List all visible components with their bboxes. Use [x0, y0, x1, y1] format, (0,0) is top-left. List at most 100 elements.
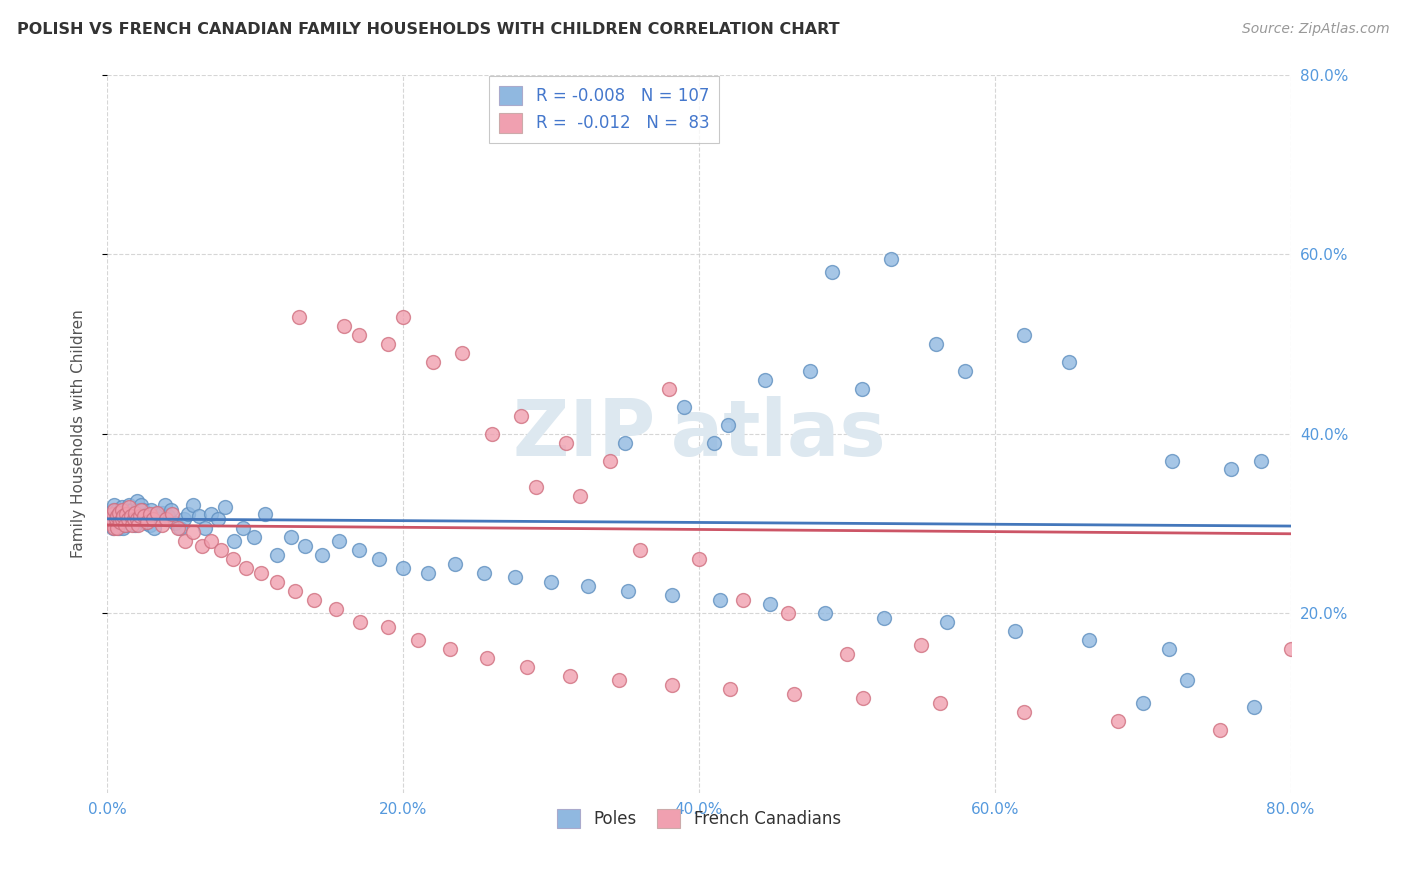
Point	[107, 509, 129, 524]
Point	[143, 521, 166, 535]
Point	[924, 336, 946, 351]
Point	[821, 265, 844, 279]
Point	[142, 512, 165, 526]
Point	[1208, 723, 1230, 737]
Point	[132, 509, 155, 524]
Point	[209, 543, 232, 558]
Point	[118, 499, 141, 513]
Point	[103, 521, 125, 535]
Point	[754, 373, 776, 387]
Point	[136, 515, 159, 529]
Point	[194, 521, 217, 535]
Point	[242, 530, 264, 544]
Point	[120, 509, 142, 524]
Text: Source: ZipAtlas.com: Source: ZipAtlas.com	[1241, 22, 1389, 37]
Point	[311, 548, 333, 562]
Point	[148, 512, 170, 526]
Point	[125, 494, 148, 508]
Point	[122, 512, 145, 526]
Point	[1107, 714, 1129, 728]
Point	[1078, 633, 1101, 648]
Point	[150, 518, 173, 533]
Point	[115, 508, 138, 522]
Point	[377, 619, 399, 633]
Point	[776, 606, 799, 620]
Point	[159, 503, 181, 517]
Point	[759, 597, 782, 611]
Point	[443, 557, 465, 571]
Point	[1250, 453, 1272, 467]
Point	[266, 548, 288, 562]
Point	[873, 610, 896, 624]
Point	[929, 696, 952, 710]
Point	[146, 506, 169, 520]
Point	[910, 638, 932, 652]
Point	[104, 518, 127, 533]
Point	[129, 503, 152, 517]
Point	[98, 516, 121, 531]
Point	[138, 512, 160, 526]
Point	[112, 509, 135, 524]
Point	[104, 508, 127, 522]
Point	[1014, 327, 1036, 342]
Point	[127, 512, 149, 526]
Legend: Poles, French Canadians: Poles, French Canadians	[550, 802, 848, 835]
Point	[114, 515, 136, 529]
Point	[451, 346, 474, 360]
Point	[524, 480, 547, 494]
Point	[128, 508, 150, 522]
Point	[288, 310, 311, 324]
Point	[139, 518, 162, 533]
Point	[481, 426, 503, 441]
Point	[160, 508, 183, 522]
Point	[673, 400, 696, 414]
Point	[250, 566, 273, 580]
Point	[114, 518, 136, 533]
Point	[121, 518, 143, 533]
Point	[107, 521, 129, 535]
Point	[169, 521, 191, 535]
Point	[254, 508, 277, 522]
Point	[124, 506, 146, 520]
Point	[187, 509, 209, 524]
Point	[835, 647, 858, 661]
Point	[200, 534, 222, 549]
Point	[347, 543, 370, 558]
Text: POLISH VS FRENCH CANADIAN FAMILY HOUSEHOLDS WITH CHILDREN CORRELATION CHART: POLISH VS FRENCH CANADIAN FAMILY HOUSEHO…	[17, 22, 839, 37]
Point	[141, 503, 163, 517]
Point	[127, 518, 149, 533]
Point	[953, 364, 976, 378]
Point	[117, 503, 139, 517]
Point	[554, 435, 576, 450]
Point	[139, 508, 162, 522]
Point	[107, 512, 129, 526]
Point	[266, 574, 288, 589]
Point	[111, 512, 134, 526]
Point	[111, 503, 134, 517]
Point	[328, 534, 350, 549]
Point	[120, 512, 142, 526]
Point	[107, 503, 129, 517]
Point	[167, 521, 190, 535]
Point	[782, 687, 804, 701]
Point	[121, 503, 143, 517]
Point	[661, 588, 683, 602]
Point	[150, 506, 173, 520]
Point	[235, 561, 257, 575]
Point	[349, 615, 371, 629]
Point	[125, 512, 148, 526]
Point	[174, 534, 197, 549]
Point	[115, 518, 138, 533]
Point	[472, 566, 495, 580]
Point	[607, 673, 630, 688]
Point	[177, 508, 200, 522]
Point	[717, 417, 740, 432]
Point	[325, 601, 347, 615]
Point	[540, 574, 562, 589]
Point	[658, 382, 681, 396]
Point	[165, 516, 187, 531]
Point	[101, 508, 124, 522]
Point	[112, 512, 135, 526]
Point	[703, 435, 725, 450]
Point	[661, 678, 683, 692]
